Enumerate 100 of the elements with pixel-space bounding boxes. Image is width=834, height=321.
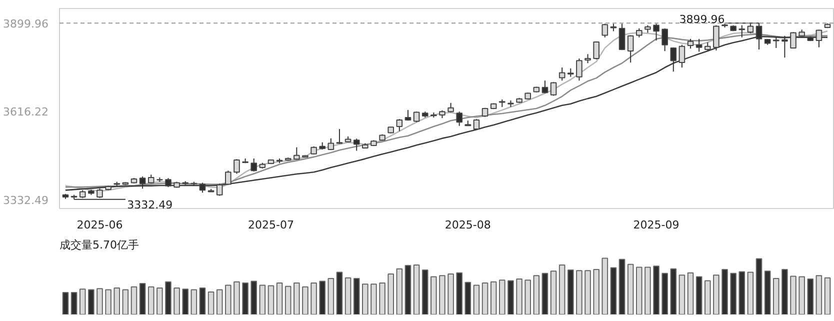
bar [96, 288, 103, 314]
chart-title: 成交量5.70亿手 [60, 238, 139, 252]
bar [242, 282, 248, 314]
bar [208, 291, 214, 314]
candlestick [593, 40, 600, 60]
bar [730, 272, 736, 314]
bar [328, 278, 334, 314]
bar [670, 268, 677, 314]
bar [490, 281, 497, 314]
candlestick [336, 128, 343, 144]
bar [276, 282, 283, 314]
bar [687, 272, 694, 314]
bar [302, 286, 308, 314]
bar [696, 276, 702, 314]
bar [250, 280, 258, 314]
candlestick [602, 23, 608, 38]
bar [174, 288, 180, 314]
bar [259, 284, 266, 314]
candlestick [353, 138, 360, 152]
bar [122, 289, 129, 314]
bar [798, 276, 805, 314]
candlestick [576, 58, 582, 82]
bar [336, 272, 343, 314]
bar [533, 275, 540, 314]
bar [396, 268, 403, 314]
bar [618, 258, 626, 314]
bar [576, 270, 582, 314]
candlestick [396, 118, 403, 132]
bar [130, 286, 138, 314]
bar [353, 278, 360, 314]
candlestick [678, 44, 686, 68]
bar [294, 282, 300, 314]
bar [388, 273, 394, 314]
x-tick-label: 2025-09 [633, 218, 680, 232]
candlestick [636, 28, 642, 38]
bar [234, 281, 240, 314]
bar [602, 258, 608, 314]
bar [464, 282, 472, 314]
bar [319, 280, 326, 314]
bar [816, 275, 822, 314]
candlestick [687, 38, 694, 50]
bar [713, 274, 720, 314]
bar [738, 271, 746, 314]
candlestick [618, 23, 626, 51]
bar [790, 276, 796, 314]
bar [165, 281, 172, 314]
bar [70, 292, 78, 314]
bar [550, 270, 557, 314]
candlestick [550, 82, 557, 96]
bar [593, 268, 600, 314]
bar [156, 288, 163, 314]
bar [114, 288, 120, 314]
bar [764, 270, 771, 314]
bar [344, 277, 352, 314]
bar [499, 280, 506, 314]
candlestick [653, 23, 660, 41]
bar [524, 280, 531, 314]
bar [430, 276, 437, 314]
bar [216, 289, 223, 314]
candlestick [696, 38, 702, 52]
bar [413, 264, 420, 314]
bar [79, 288, 86, 314]
bar [584, 270, 591, 314]
bar [310, 282, 317, 314]
candlestick [413, 111, 420, 123]
bar [644, 266, 651, 314]
candlestick [165, 178, 172, 188]
bar [772, 278, 780, 314]
candlestick [584, 54, 591, 64]
bar [558, 264, 566, 314]
bar [182, 288, 189, 314]
bar [370, 284, 377, 314]
bar [542, 272, 548, 314]
bar [678, 274, 686, 314]
bar [473, 284, 480, 314]
candlestick [627, 34, 634, 64]
bar [439, 275, 446, 314]
bar [567, 270, 574, 314]
candlestick [250, 158, 258, 172]
bar [268, 285, 274, 314]
x-tick-label: 2025-07 [248, 218, 294, 232]
bar [756, 258, 762, 314]
candlestick [738, 24, 746, 38]
bar [225, 284, 232, 314]
candlestick [542, 80, 548, 94]
bar [148, 286, 154, 314]
candlestick [225, 170, 232, 186]
bar [422, 270, 428, 314]
bar [516, 278, 522, 314]
y-tick-label: 3332.49 [3, 194, 49, 207]
bar [448, 273, 454, 314]
bar [704, 280, 711, 314]
y-tick-label: 3899.96 [3, 18, 49, 31]
bar [199, 288, 206, 314]
bar [88, 289, 94, 314]
bar [482, 282, 488, 314]
bar [284, 286, 292, 314]
bar [404, 265, 412, 314]
candlestick [234, 158, 240, 174]
bar [662, 272, 668, 314]
